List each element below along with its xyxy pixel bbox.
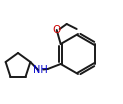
Text: NH: NH	[33, 65, 48, 75]
Text: O: O	[53, 25, 61, 35]
